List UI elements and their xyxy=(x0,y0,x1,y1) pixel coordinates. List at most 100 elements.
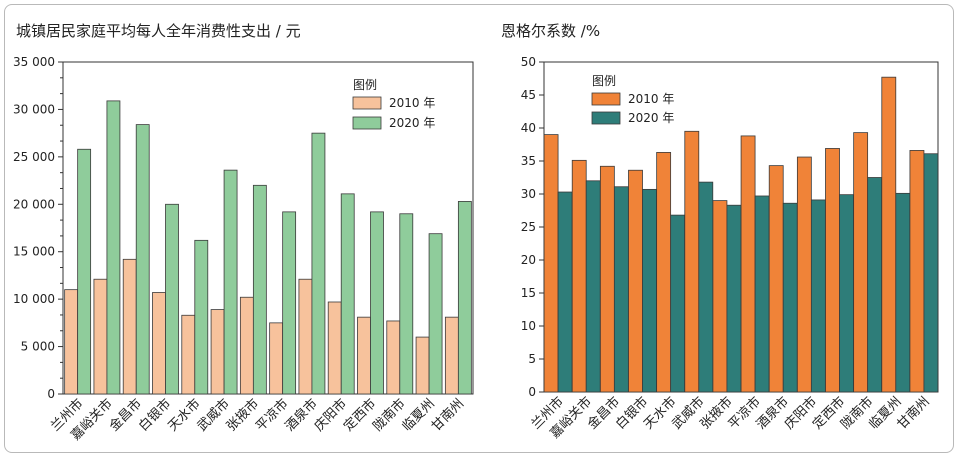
consumption-x-tick-label: 酒泉市 xyxy=(282,396,321,435)
engel-bar-2010 xyxy=(656,152,672,393)
consumption-bar-2020 xyxy=(370,211,384,395)
engel-bar-2010 xyxy=(543,134,559,393)
engel-bar-2020 xyxy=(670,214,686,393)
consumption-legend-swatch xyxy=(352,96,382,110)
engel-bar-2020 xyxy=(839,194,854,393)
consumption-y-tick-label: 10 000 xyxy=(13,292,55,306)
consumption-x-tick-label: 张掖市 xyxy=(223,396,262,435)
consumption-legend-label: 2020 年 xyxy=(389,116,435,130)
engel-legend-label: 2020 年 xyxy=(628,111,674,125)
consumption-bar-2020 xyxy=(428,233,443,395)
engel-bar-2010 xyxy=(599,165,615,393)
engel-bar-2020 xyxy=(642,188,657,393)
engel-y-tick-label: 25 xyxy=(521,220,536,234)
engel-bar-2020 xyxy=(754,195,770,393)
engel-bar-2010 xyxy=(853,132,869,393)
consumption-bar-2010 xyxy=(181,314,196,395)
consumption-x-tick-label: 白银市 xyxy=(135,396,174,435)
engel-y-tick-label: 15 xyxy=(521,286,536,300)
consumption-x-tick-label: 定西市 xyxy=(340,396,379,435)
engel-bar-2010 xyxy=(796,156,812,393)
engel-bar-2010 xyxy=(740,135,756,393)
consumption-y-tick-label: 25 000 xyxy=(13,150,55,164)
consumption-x-tick-label: 庆阳市 xyxy=(311,396,350,435)
engel-bar-2020 xyxy=(557,191,573,393)
engel-y-tick-label: 40 xyxy=(521,121,536,135)
consumption-y-tick-label: 5 000 xyxy=(21,340,55,354)
consumption-y-tick-label: 35 000 xyxy=(13,55,55,69)
engel-bar-2010 xyxy=(712,200,728,393)
engel-y-tick-label: 10 xyxy=(521,319,536,333)
engel-bar-2010 xyxy=(881,76,897,393)
engel-bar-2020 xyxy=(698,181,714,393)
engel-bar-2020 xyxy=(782,202,798,393)
engel-bar-2010 xyxy=(628,169,643,393)
consumption-x-tick-label: 金昌市 xyxy=(106,396,145,435)
engel-bar-2010 xyxy=(571,159,587,393)
engel-bar-2020 xyxy=(585,180,601,393)
engel-y-tick-label: 20 xyxy=(521,253,536,267)
engel-y-tick-label: 50 xyxy=(521,55,536,69)
consumption-bar-2010 xyxy=(415,336,430,395)
consumption-x-tick-label: 天水市 xyxy=(165,396,204,435)
consumption-y-tick-label: 30 000 xyxy=(13,102,55,116)
consumption-bar-2010 xyxy=(122,258,137,395)
consumption-legend-label: 2010 年 xyxy=(389,96,435,110)
consumption-x-tick-label: 甘南州 xyxy=(428,396,467,435)
consumption-legend-title: 图例 xyxy=(353,78,377,92)
consumption-bar-2010 xyxy=(64,289,79,395)
figure-frame xyxy=(4,4,954,453)
consumption-y-tick-label: 0 xyxy=(47,387,55,401)
consumption-bar-2010 xyxy=(239,296,254,395)
engel-bar-2010 xyxy=(768,165,784,393)
consumption-bar-2020 xyxy=(194,239,209,395)
consumption-bar-2010 xyxy=(444,316,459,395)
engel-bar-2020 xyxy=(923,153,939,393)
consumption-bar-2020 xyxy=(399,213,414,395)
engel-y-tick-label: 30 xyxy=(521,187,536,201)
engel-bar-2020 xyxy=(613,186,629,393)
consumption-legend-swatch xyxy=(352,116,382,130)
consumption-bar-2010 xyxy=(269,322,284,395)
consumption-bar-2010 xyxy=(327,301,342,395)
consumption-y-tick-label: 20 000 xyxy=(13,197,55,211)
chart-title-engel: 恩格尔系数 /% xyxy=(501,22,601,40)
consumption-bar-2020 xyxy=(340,193,355,395)
engel-bar-2020 xyxy=(810,199,826,393)
consumption-x-tick-label: 平凉市 xyxy=(253,396,292,435)
consumption-bar-2010 xyxy=(357,316,371,395)
consumption-bar-2010 xyxy=(93,278,108,395)
consumption-bar-2020 xyxy=(135,124,150,395)
engel-legend-label: 2010 年 xyxy=(628,92,674,106)
consumption-bar-2020 xyxy=(311,132,326,395)
engel-y-tick-label: 0 xyxy=(528,385,536,399)
consumption-bar-2020 xyxy=(457,201,472,395)
engel-bar-2020 xyxy=(726,204,742,393)
engel-bar-2020 xyxy=(895,192,911,393)
consumption-bar-2010 xyxy=(210,309,225,395)
consumption-x-tick-label: 临夏州 xyxy=(400,396,438,434)
engel-legend-title: 图例 xyxy=(592,74,616,88)
consumption-bar-2020 xyxy=(252,184,267,395)
chart-title-consumption: 城镇居民家庭平均每人全年消费性支出 / 元 xyxy=(16,22,301,40)
engel-bar-2020 xyxy=(867,177,883,393)
engel-bar-2010 xyxy=(909,150,925,393)
consumption-bar-2020 xyxy=(165,203,179,395)
consumption-bar-2010 xyxy=(152,292,166,395)
engel-bar-2010 xyxy=(684,130,700,393)
engel-legend-swatch xyxy=(591,111,621,125)
engel-legend-swatch xyxy=(591,92,621,106)
consumption-plot-frame xyxy=(62,61,474,395)
consumption-bar-2020 xyxy=(223,169,238,395)
consumption-y-tick-label: 15 000 xyxy=(13,245,55,259)
consumption-x-tick-label: 陇南市 xyxy=(370,396,409,435)
consumption-bar-2010 xyxy=(298,278,313,395)
engel-y-tick-label: 45 xyxy=(521,88,536,102)
consumption-bar-2020 xyxy=(77,148,92,395)
engel-y-tick-label: 35 xyxy=(521,154,536,168)
consumption-x-tick-label: 武威市 xyxy=(194,396,233,435)
engel-y-tick-label: 5 xyxy=(528,352,536,366)
consumption-bar-2020 xyxy=(106,100,121,395)
engel-x-tick-label: 甘南州 xyxy=(894,394,933,433)
